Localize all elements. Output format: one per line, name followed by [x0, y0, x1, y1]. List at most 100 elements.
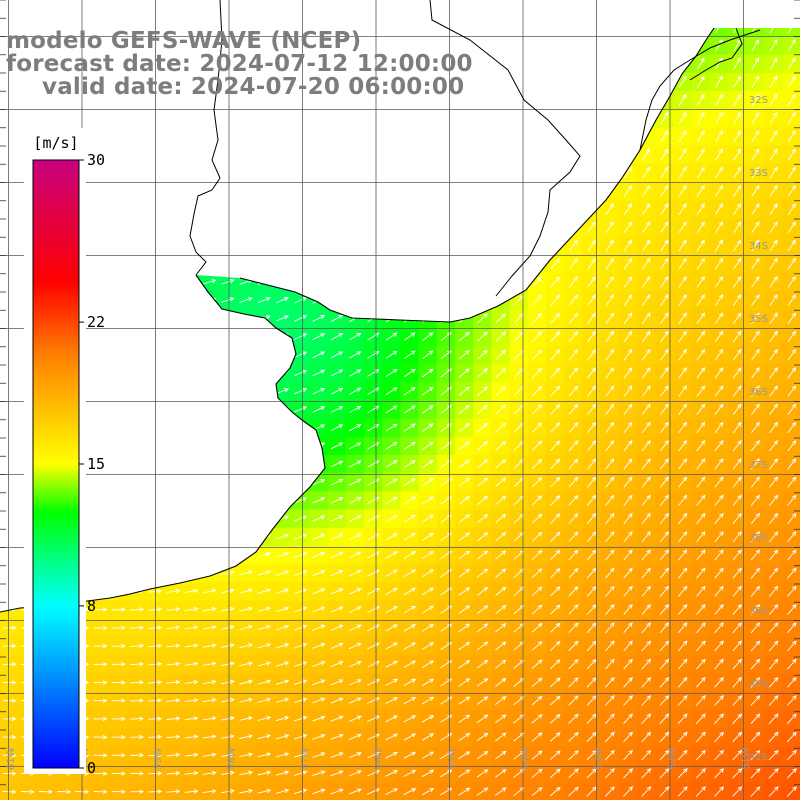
wind-arrow	[221, 224, 235, 231]
wind-cell	[0, 254, 19, 274]
wind-cell	[0, 473, 19, 492]
wind-arrow	[587, 93, 596, 106]
wind-arrow	[624, 28, 632, 34]
wind-cell	[145, 291, 165, 310]
wind-arrow	[330, 114, 344, 123]
wind-arrow	[789, 4, 796, 15]
wind-arrow	[312, 242, 326, 250]
wind-cell	[564, 127, 583, 147]
wind-cell	[637, 36, 656, 56]
wind-arrow	[495, 240, 506, 251]
wind-cell	[0, 546, 19, 565]
wind-arrow	[202, 206, 217, 212]
wind-arrow	[550, 75, 560, 88]
wind-arrow	[312, 260, 326, 268]
wind-cell	[273, 218, 292, 238]
wind-arrow	[93, 279, 108, 284]
wind-cell	[254, 163, 274, 183]
wind-cell	[692, 0, 711, 19]
wind-arrow	[2, 370, 17, 375]
wind-cell	[236, 436, 256, 456]
wind-cell	[127, 564, 147, 583]
wind-arrow	[257, 497, 272, 503]
wind-cell	[127, 436, 147, 456]
lat-label: 37S	[749, 460, 768, 471]
wind-arrow	[532, 57, 542, 70]
wind-cell	[163, 200, 183, 219]
wind-cell	[364, 218, 383, 238]
wind-arrow	[130, 406, 144, 412]
wind-arrow	[276, 242, 289, 249]
wind-arrow	[679, 4, 686, 15]
wind-cell	[491, 145, 511, 165]
wind-arrow	[275, 497, 290, 504]
wind-arrow	[2, 115, 17, 120]
wind-cell	[345, 127, 365, 147]
wind-arrow	[148, 261, 163, 266]
wind-arrow	[2, 352, 17, 357]
wind-arrow	[605, 93, 614, 106]
wind-arrow	[349, 296, 362, 304]
wind-cell	[0, 145, 19, 165]
wind-cell	[0, 291, 19, 310]
wind-cell	[273, 400, 292, 420]
wind-arrow	[239, 406, 253, 412]
wind-arrow	[422, 186, 434, 196]
wind-arrow	[111, 279, 126, 284]
wind-arrow	[221, 315, 235, 321]
wind-arrow	[184, 151, 199, 158]
wind-cell	[400, 182, 420, 201]
wind-cell	[163, 218, 183, 238]
wind-cell	[0, 527, 19, 547]
wind-cell	[618, 127, 638, 147]
lon-label: 53W	[594, 747, 605, 770]
wind-cell	[291, 0, 310, 19]
wind-arrow	[20, 115, 35, 120]
wind-arrow	[166, 424, 181, 430]
wind-arrow	[111, 479, 126, 485]
wind-cell	[218, 436, 238, 456]
wind-cell	[200, 436, 219, 456]
wind-cell	[527, 182, 547, 201]
wind-cell	[364, 0, 383, 19]
wind-arrow	[202, 534, 217, 539]
wind-arrow	[660, 57, 669, 70]
wind-cell	[400, 127, 420, 147]
wind-cell	[546, 145, 565, 165]
wind-arrow	[221, 533, 235, 539]
wind-cell	[436, 200, 456, 219]
wind-arrow	[477, 112, 488, 124]
wind-arrow	[129, 461, 145, 466]
wind-cell	[200, 145, 219, 165]
wind-cell	[218, 200, 238, 219]
wind-cell	[436, 273, 456, 292]
wind-arrow	[367, 241, 380, 250]
wind-cell	[345, 182, 365, 201]
wind-cell	[254, 109, 274, 128]
wind-cell	[0, 109, 19, 128]
wind-cell	[382, 236, 401, 256]
wind-cell	[564, 109, 583, 128]
wind-arrow	[130, 224, 144, 230]
wind-cell	[236, 364, 256, 383]
wind-cell	[273, 491, 292, 511]
wind-cell	[273, 0, 292, 19]
wind-cell	[273, 345, 292, 365]
wind-arrow	[258, 6, 270, 12]
wind-arrow	[239, 115, 253, 122]
wind-arrow	[532, 185, 542, 197]
wind-cell	[91, 364, 110, 383]
wind-cell	[200, 345, 219, 365]
wind-cell	[327, 127, 347, 147]
wind-arrow	[550, 28, 560, 33]
wind-cell	[400, 236, 420, 256]
wind-arrow	[624, 148, 632, 161]
wind-arrow	[312, 114, 325, 122]
wind-arrow	[550, 94, 560, 106]
wind-arrow	[94, 7, 107, 11]
wind-cell	[382, 291, 401, 310]
wind-arrow	[166, 406, 181, 412]
wind-cell	[91, 473, 110, 492]
wind-cell	[382, 163, 401, 183]
wind-cell	[145, 455, 165, 474]
